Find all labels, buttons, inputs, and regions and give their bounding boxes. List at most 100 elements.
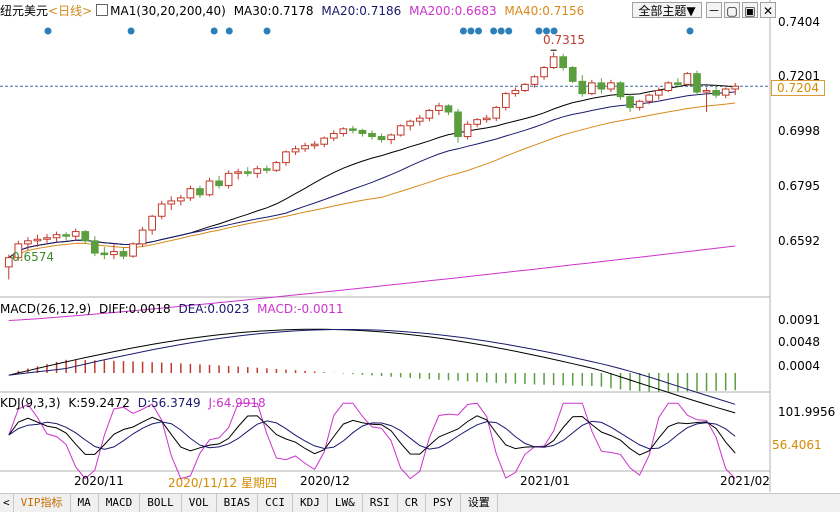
macd-legend: MACD(26,12,9) DIFF:0.0018 DEA:0.0023 MAC… <box>0 301 348 317</box>
candle-body <box>71 231 80 237</box>
ma40-label: MA40:0.7156 <box>504 4 585 18</box>
candle-body <box>148 215 157 231</box>
candle-body <box>568 67 577 82</box>
candle-body <box>224 172 233 187</box>
candle-body <box>492 106 501 119</box>
candle-body <box>511 90 520 95</box>
signal-dot <box>459 27 467 35</box>
tab-psy[interactable]: PSY <box>426 494 461 512</box>
tab-left-arrow[interactable]: < <box>0 494 14 512</box>
ma200-label: MA200:0.6683 <box>409 4 497 18</box>
ma-settings-icon[interactable] <box>96 4 109 16</box>
signal-dot <box>550 27 558 35</box>
price-tick: 0.6998 <box>778 124 820 138</box>
candle-body <box>205 180 214 196</box>
price-tick: 0.7201 <box>778 69 820 83</box>
candle-body <box>253 168 262 174</box>
tab-boll[interactable]: BOLL <box>140 494 182 512</box>
candle-body <box>435 105 443 111</box>
candle-body <box>14 243 23 259</box>
fullscreen-icon[interactable]: ▣ <box>742 2 758 18</box>
candle-body <box>415 117 424 122</box>
candle-body <box>215 180 223 187</box>
x-tick: 2021/01 <box>520 474 570 488</box>
candle-body <box>549 56 558 69</box>
macd-title: MACD(26,12,9) <box>0 302 92 316</box>
candle-body <box>43 237 51 240</box>
candle-body <box>320 137 329 145</box>
tab-vol[interactable]: VOL <box>182 494 217 512</box>
candle-body <box>62 234 70 237</box>
signal-dot <box>210 27 218 35</box>
signal-dot <box>490 27 498 35</box>
candle-body <box>521 83 529 92</box>
tab-cr[interactable]: CR <box>398 494 426 512</box>
signal-dot <box>475 27 483 35</box>
candle-body <box>52 234 61 239</box>
signal-dot <box>44 27 52 35</box>
candle-body <box>234 171 243 174</box>
tab-lw[interactable]: LW& <box>328 494 363 512</box>
zoom-out-icon[interactable]: － <box>706 2 722 18</box>
candle-body <box>425 109 434 119</box>
candle-body <box>291 148 300 153</box>
candle-body <box>4 257 13 268</box>
high-label: 0.7315 <box>543 33 585 47</box>
candle-body <box>626 96 634 108</box>
candle-body <box>616 82 625 98</box>
kdj-j: J:64.9918 <box>208 396 266 410</box>
tab-rsi[interactable]: RSI <box>363 494 398 512</box>
candle-body <box>712 90 720 96</box>
cursor-date: 2020/11/12 星期四 <box>168 476 277 490</box>
candle-body <box>721 88 730 96</box>
candle-body <box>396 125 405 136</box>
signal-dot <box>497 27 505 35</box>
tab-ma[interactable]: MA <box>71 494 99 512</box>
theme-select[interactable]: 全部主题▼ <box>632 2 702 18</box>
price-tick: 0.6795 <box>778 179 820 193</box>
candle-body <box>90 240 99 254</box>
candle-body <box>731 85 740 90</box>
candle-body <box>157 203 166 217</box>
candle-body <box>406 120 415 127</box>
candle-body <box>645 94 654 102</box>
tab-macd[interactable]: MACD <box>99 494 141 512</box>
main-legend: 纽元美元<日线> MA1(30,20,200,40) MA30:0.7178 MA… <box>0 3 588 19</box>
candle-body <box>578 80 587 95</box>
x-tick: 2020/12 <box>300 474 350 488</box>
period-label: <日线> <box>48 4 93 18</box>
signal-dot <box>505 27 513 35</box>
kdj-j-line <box>8 402 736 480</box>
tab-cci[interactable]: CCI <box>258 494 293 512</box>
signal-dot <box>467 27 475 35</box>
symbol-label: 纽元美元 <box>0 4 49 18</box>
ma30-line <box>8 91 736 259</box>
price-tick: 0.6592 <box>778 234 820 248</box>
candle-body <box>473 119 481 125</box>
tab-vip[interactable]: VIP指标 <box>14 494 71 512</box>
candle-body <box>693 73 701 93</box>
candle-body <box>176 197 185 202</box>
candle-body <box>349 128 357 131</box>
signal-dot <box>263 27 271 35</box>
candle-body <box>482 117 491 121</box>
candle-body <box>186 188 195 199</box>
signal-dot <box>686 27 694 35</box>
candle-body <box>196 188 204 196</box>
candle-body <box>110 251 118 256</box>
candle-body <box>138 229 147 245</box>
window-icon[interactable]: ▢ <box>724 2 740 18</box>
macd-tick: 0.0004 <box>778 359 820 373</box>
signal-dot <box>225 27 233 35</box>
price-tick: 0.7404 <box>778 15 820 29</box>
tab-kdj[interactable]: KDJ <box>293 494 328 512</box>
tab-settings[interactable]: 设置 <box>461 494 498 512</box>
candle-body <box>129 243 137 257</box>
candle-body <box>654 90 663 96</box>
close-icon[interactable]: ✕ <box>760 2 776 18</box>
tab-bias[interactable]: BIAS <box>217 494 259 512</box>
macd-value: MACD:-0.0011 <box>257 302 344 316</box>
kdj-k-line <box>8 415 736 456</box>
candle-body <box>664 82 673 92</box>
